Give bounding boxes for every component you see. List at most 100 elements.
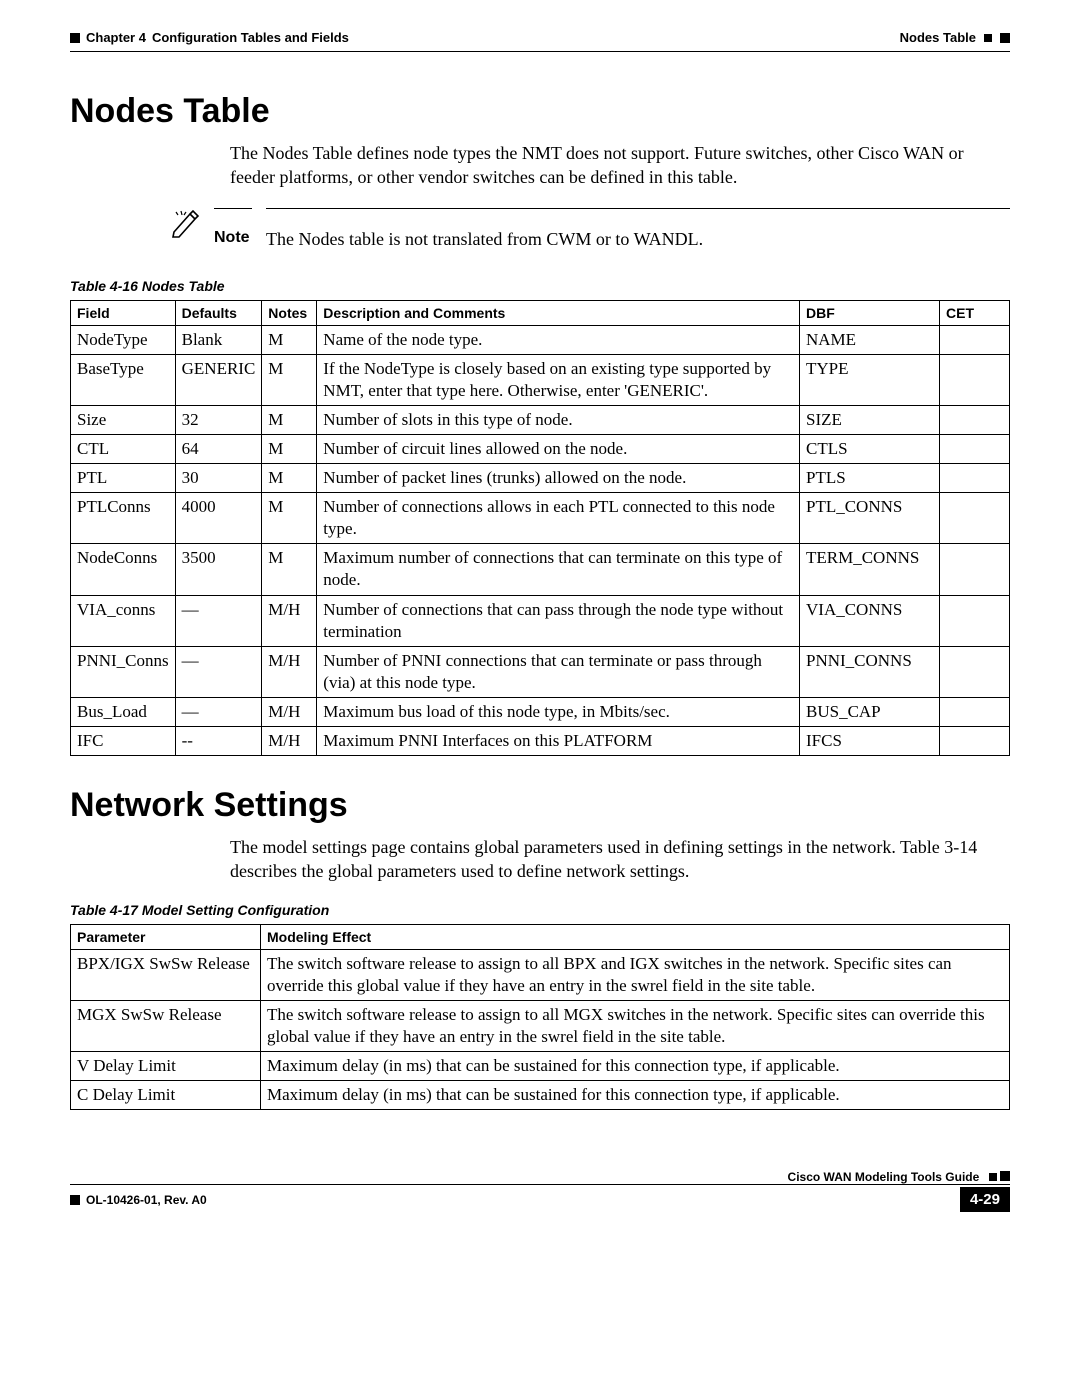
table-cell: NAME [800, 325, 940, 354]
table-cell: VIA_CONNS [800, 595, 940, 646]
table-cell: M/H [262, 727, 317, 756]
table-cell: M [262, 325, 317, 354]
table-cell: BaseType [71, 354, 176, 405]
column-header: DBF [800, 300, 940, 325]
column-header: Field [71, 300, 176, 325]
note-icon [170, 208, 200, 243]
section-heading-network: Network Settings [70, 786, 1010, 825]
table-cell: 32 [175, 405, 262, 434]
column-header: Notes [262, 300, 317, 325]
header-marker2-icon [1000, 33, 1010, 43]
table-cell: 4000 [175, 493, 262, 544]
table-cell: M [262, 434, 317, 463]
footer-doc: OL-10426-01, Rev. A0 [86, 1193, 207, 1207]
table-cell: Maximum bus load of this node type, in M… [317, 697, 800, 726]
table-cell [940, 727, 1010, 756]
chapter-label: Chapter 4 [86, 30, 146, 45]
table-cell: Number of connections that can pass thro… [317, 595, 800, 646]
table-row: CTL64MNumber of circuit lines allowed on… [71, 434, 1010, 463]
footer-guide: Cisco WAN Modeling Tools Guide [788, 1170, 980, 1184]
table-cell: Maximum delay (in ms) that can be sustai… [261, 1052, 1010, 1081]
table-cell: V Delay Limit [71, 1052, 261, 1081]
table-cell: CTL [71, 434, 176, 463]
header-marker-icon [984, 34, 992, 42]
table-cell: IFCS [800, 727, 940, 756]
table-row: NodeTypeBlankMName of the node type.NAME [71, 325, 1010, 354]
table-cell: PNNI_CONNS [800, 646, 940, 697]
table-caption-2: Table 4-17 Model Setting Configuration [70, 902, 1010, 918]
chapter-title: Configuration Tables and Fields [152, 30, 349, 45]
column-header: Parameter [71, 924, 261, 949]
table-row: BPX/IGX SwSw ReleaseThe switch software … [71, 949, 1010, 1000]
table-cell: NodeType [71, 325, 176, 354]
table-cell: Number of connections allows in each PTL… [317, 493, 800, 544]
table-row: MGX SwSw ReleaseThe switch software rele… [71, 1000, 1010, 1051]
page-number: 4-29 [960, 1187, 1010, 1212]
table-cell: Size [71, 405, 176, 434]
table-cell: Maximum number of connections that can t… [317, 544, 800, 595]
footer-marker-icon [989, 1173, 997, 1181]
table-row: IFC--M/HMaximum PNNI Interfaces on this … [71, 727, 1010, 756]
table-row: PTL30MNumber of packet lines (trunks) al… [71, 464, 1010, 493]
table-cell: CTLS [800, 434, 940, 463]
table-cell: MGX SwSw Release [71, 1000, 261, 1051]
table-cell [940, 646, 1010, 697]
network-intro-text: The model settings page contains global … [70, 835, 1010, 884]
table-cell: If the NodeType is closely based on an e… [317, 354, 800, 405]
page-header: Chapter 4 Configuration Tables and Field… [70, 30, 1010, 45]
table-cell: SIZE [800, 405, 940, 434]
nodes-intro-text: The Nodes Table defines node types the N… [70, 141, 1010, 190]
table-cell: PTL_CONNS [800, 493, 940, 544]
table-cell: NodeConns [71, 544, 176, 595]
page-footer: Cisco WAN Modeling Tools Guide OL-10426-… [70, 1170, 1010, 1212]
table-row: BaseTypeGENERICMIf the NodeType is close… [71, 354, 1010, 405]
table-cell: — [175, 646, 262, 697]
table-cell [940, 697, 1010, 726]
table-cell: 64 [175, 434, 262, 463]
table-cell: — [175, 697, 262, 726]
table-cell: VIA_conns [71, 595, 176, 646]
table-cell: The switch software release to assign to… [261, 1000, 1010, 1051]
nodes-table: FieldDefaultsNotesDescription and Commen… [70, 300, 1010, 757]
table-cell: M [262, 464, 317, 493]
table-cell: BPX/IGX SwSw Release [71, 949, 261, 1000]
note-text: The Nodes table is not translated from C… [266, 208, 1010, 250]
table-cell: Number of PNNI connections that can term… [317, 646, 800, 697]
table-row: Bus_Load—M/HMaximum bus load of this nod… [71, 697, 1010, 726]
table-cell [940, 595, 1010, 646]
section-heading-nodes: Nodes Table [70, 92, 1010, 131]
table-cell: M/H [262, 697, 317, 726]
table-cell: — [175, 595, 262, 646]
table-cell [940, 434, 1010, 463]
table-row: Size32MNumber of slots in this type of n… [71, 405, 1010, 434]
table-cell: PTLConns [71, 493, 176, 544]
table-cell: PNNI_Conns [71, 646, 176, 697]
table-cell: PTL [71, 464, 176, 493]
table-cell [940, 325, 1010, 354]
table-cell: M [262, 493, 317, 544]
table-row: V Delay LimitMaximum delay (in ms) that … [71, 1052, 1010, 1081]
table-cell: PTLS [800, 464, 940, 493]
table-cell: M/H [262, 646, 317, 697]
column-header: CET [940, 300, 1010, 325]
table-row: C Delay LimitMaximum delay (in ms) that … [71, 1081, 1010, 1110]
section-label: Nodes Table [900, 30, 976, 45]
table-cell: Blank [175, 325, 262, 354]
table-row: NodeConns3500MMaximum number of connecti… [71, 544, 1010, 595]
footer-marker2-icon [1000, 1171, 1010, 1181]
column-header: Defaults [175, 300, 262, 325]
table-row: PTLConns4000MNumber of connections allow… [71, 493, 1010, 544]
table-cell [940, 544, 1010, 595]
table-cell: -- [175, 727, 262, 756]
table-cell: Name of the node type. [317, 325, 800, 354]
table-cell: Maximum PNNI Interfaces on this PLATFORM [317, 727, 800, 756]
table-cell: M [262, 405, 317, 434]
table-cell: BUS_CAP [800, 697, 940, 726]
note-block: Note The Nodes table is not translated f… [70, 208, 1010, 250]
table-row: PNNI_Conns—M/HNumber of PNNI connections… [71, 646, 1010, 697]
table-cell: M/H [262, 595, 317, 646]
column-header: Description and Comments [317, 300, 800, 325]
table-cell: Number of circuit lines allowed on the n… [317, 434, 800, 463]
header-bullet-icon [70, 33, 80, 43]
table-cell [940, 493, 1010, 544]
